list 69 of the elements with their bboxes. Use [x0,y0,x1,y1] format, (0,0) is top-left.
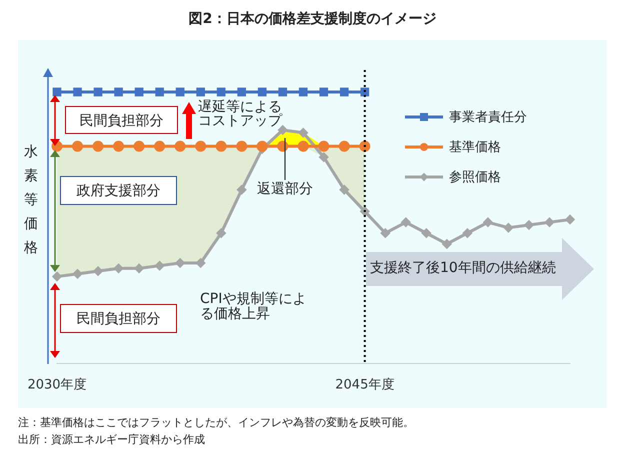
chart-title: 図2：日本の価格差支援制度のイメージ [188,10,438,28]
point [94,88,102,96]
point [196,88,205,96]
point [298,88,308,96]
point [422,228,431,238]
point [174,140,186,152]
point [114,264,124,273]
point [258,88,267,96]
point [155,88,164,96]
point [338,140,350,152]
point [52,88,62,96]
point [278,88,288,96]
point [319,152,328,162]
point [236,140,248,152]
point [483,218,492,227]
point [216,88,226,96]
point [134,88,144,96]
point [195,140,206,152]
point [566,215,574,224]
point [237,88,246,96]
point [216,140,227,152]
legend-label: 参照価格 [449,169,501,186]
point [340,88,349,96]
annotation: CPIや規制等による価格上昇 [200,291,308,322]
point [113,140,124,152]
point [216,228,226,238]
point [298,128,308,138]
point [176,88,184,96]
text: 出所：資源エネルギー庁資料から作成 [18,432,206,448]
point [401,218,410,227]
point [319,88,328,96]
point [504,223,513,232]
annotation: 民間負担部分 [60,304,177,333]
point [73,88,82,96]
point [73,269,82,278]
annotation: 支援終了後10年間の供給継続 [370,260,557,277]
point [237,185,246,194]
point [196,258,206,268]
y-axis-title: 水素等価格 [24,143,38,258]
point [92,140,104,152]
point [380,228,390,238]
point [72,140,84,152]
point [134,140,145,152]
point [544,218,554,227]
annotation: 遅延等によるコストアップ [198,99,284,129]
legend-label: 基準価格 [449,139,501,156]
point [114,88,123,96]
legend-label: 事業者責任分 [449,109,527,126]
point [94,266,103,276]
x-tick-label: 2030年度 [27,376,87,393]
annotation: 民間負担部分 [65,106,178,134]
point [524,220,534,230]
point [155,261,164,270]
text: 注：基準価格はここではフラットとしたが、インフレや為替の変動を反映可能。 [18,415,415,431]
point [256,140,268,152]
point [154,140,166,152]
point [134,264,144,273]
point [176,258,185,268]
point [298,140,309,152]
point [359,140,370,152]
point [442,239,452,248]
x-tick-label: 2045年度 [335,376,394,393]
point [340,185,349,194]
point [462,228,472,238]
point [318,140,330,152]
annotation: 返還部分 [257,181,314,198]
annotation: 政府支援部分 [60,176,177,205]
point [52,272,62,282]
point [278,125,288,134]
